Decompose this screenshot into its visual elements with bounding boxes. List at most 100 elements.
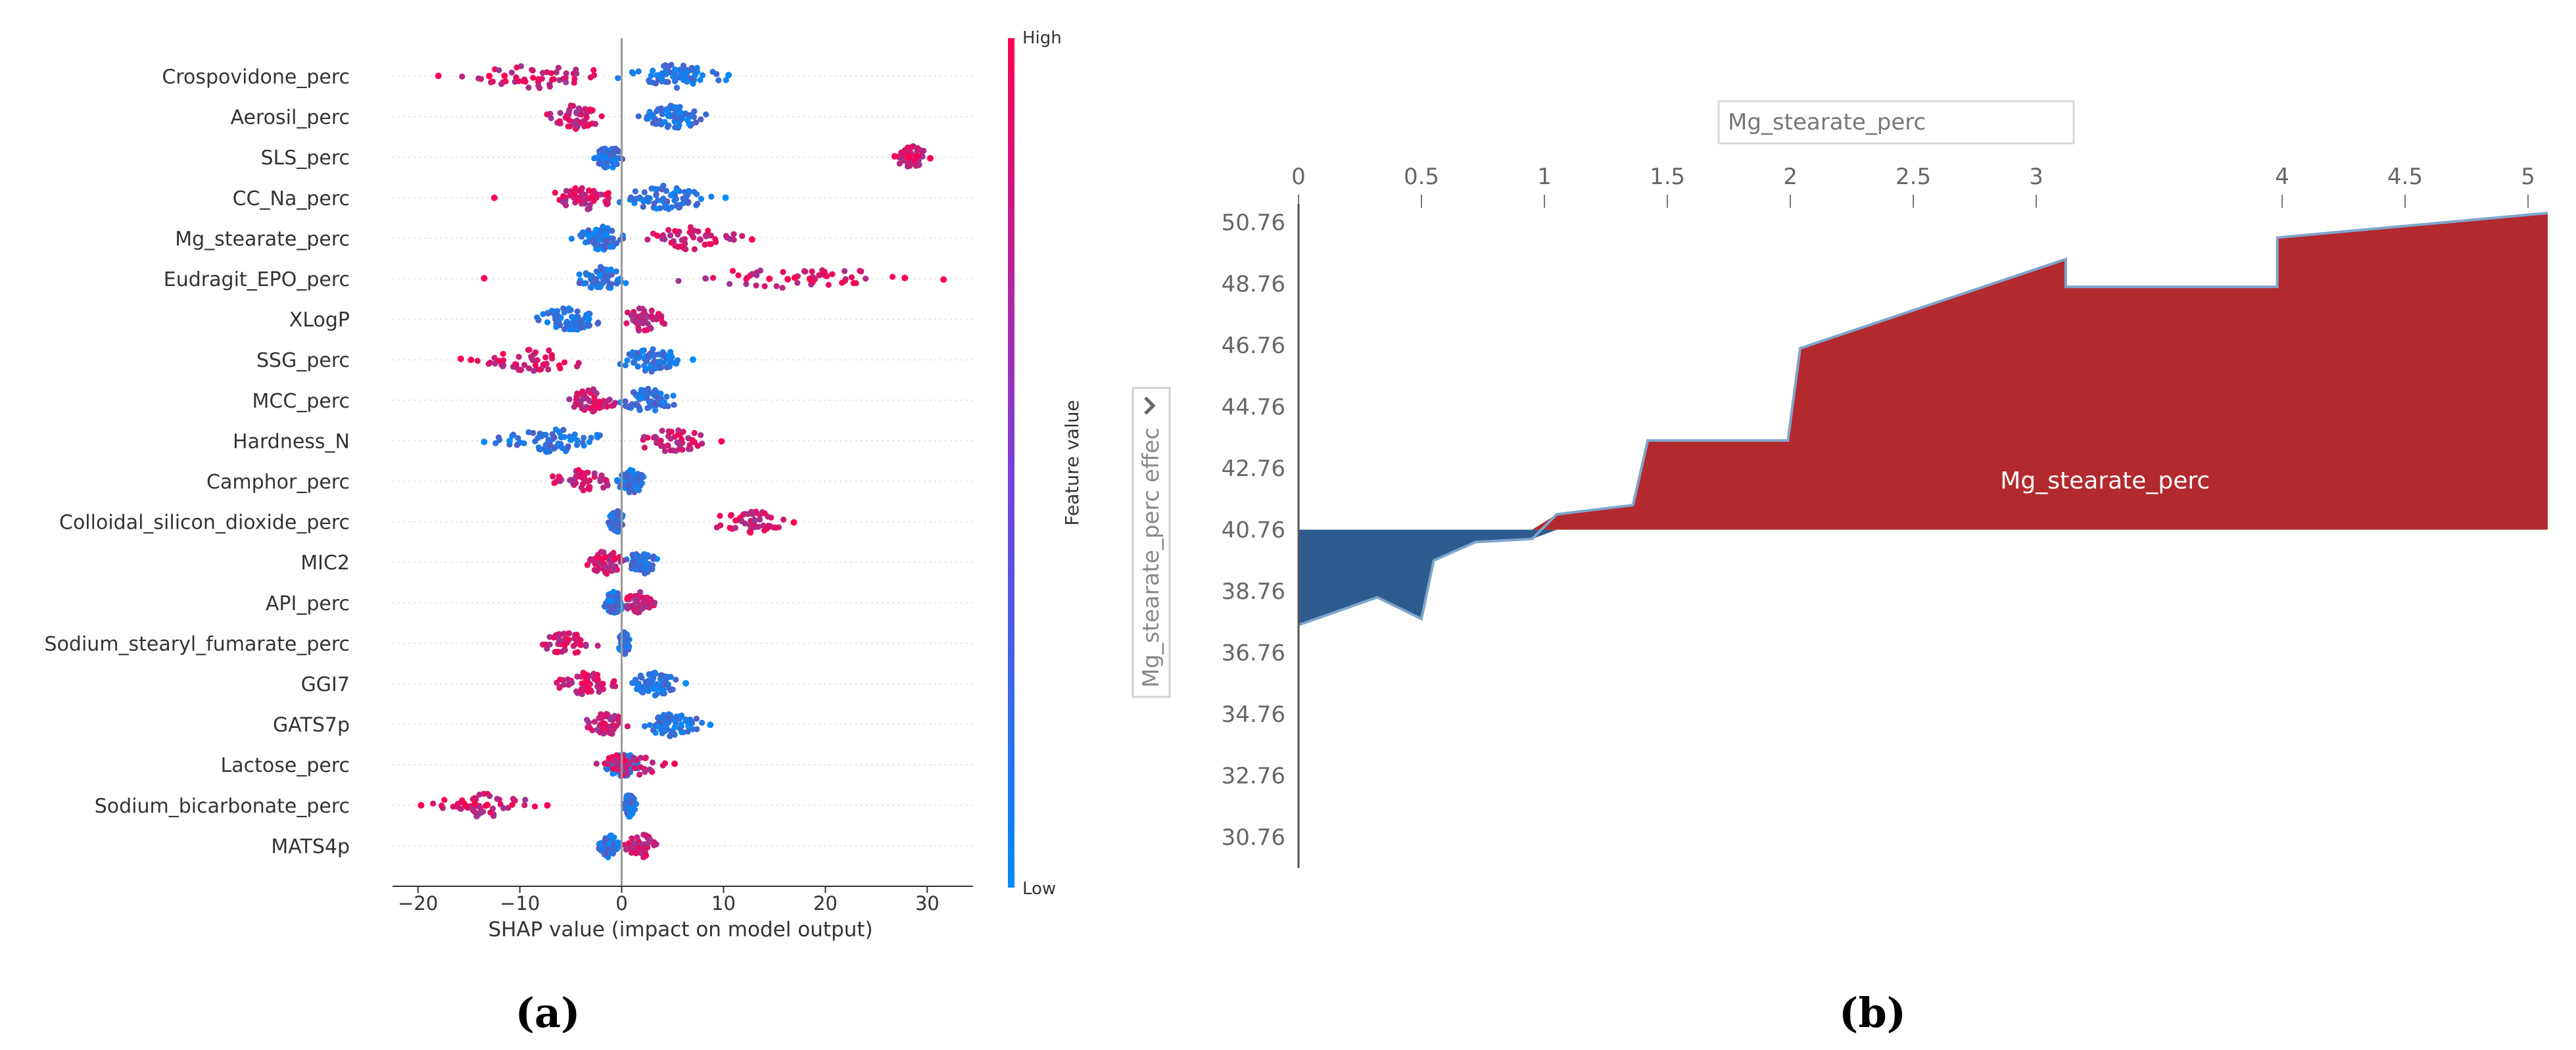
shap-point [624, 309, 631, 316]
shap-point [659, 73, 665, 80]
shap-point [561, 359, 568, 366]
shap-point [600, 145, 608, 152]
panel-label-b: (b) [1839, 989, 1906, 1037]
shap-point [625, 404, 632, 410]
shap-point [537, 446, 544, 453]
shap-point [631, 197, 638, 203]
shap-point [625, 605, 631, 612]
shap-point [634, 609, 641, 616]
shap-point [500, 805, 507, 811]
shap-point [648, 72, 654, 79]
shap-point [652, 80, 659, 87]
shap-point [622, 362, 629, 369]
shap-point [665, 720, 671, 727]
shap-point [691, 439, 698, 446]
shap-point [549, 76, 556, 83]
shap-point [565, 443, 571, 450]
shap-point [629, 847, 635, 853]
shap-point [650, 358, 657, 366]
shap-point [766, 275, 773, 282]
shap-point [641, 434, 648, 441]
shap-point [631, 765, 638, 771]
shap-point [585, 688, 592, 695]
shap-point [651, 389, 658, 395]
shap-point [576, 279, 583, 287]
feature-label: Eudragit_EPO_perc [164, 268, 350, 291]
shap-point [675, 231, 681, 238]
shap-point [848, 274, 855, 281]
shap-point [639, 606, 646, 612]
shap-point [590, 67, 597, 74]
chevron-right-icon[interactable] [1144, 396, 1156, 415]
shap-point [688, 75, 694, 82]
shap-point [603, 711, 609, 717]
shap-point [669, 686, 675, 693]
shap-point [614, 508, 621, 515]
shap-point [917, 147, 923, 153]
shap-point [679, 446, 686, 453]
shap-point [651, 400, 658, 407]
shap-point [642, 314, 649, 321]
shap-point [665, 79, 671, 85]
shap-point [900, 152, 907, 158]
shap-point [632, 801, 640, 807]
shap-point [671, 760, 679, 767]
shap-point [640, 203, 646, 210]
shap-point [632, 188, 639, 195]
shap-point [669, 354, 675, 360]
shap-point [613, 528, 619, 535]
shap-point [556, 118, 563, 124]
feature-label: GATS7p [273, 714, 350, 737]
shap-point [540, 311, 546, 318]
y-axis-title-box[interactable]: Mg_stearate_perc effec [1132, 387, 1171, 698]
shap-point [632, 317, 639, 323]
shap-point [583, 671, 589, 678]
shap-point [600, 153, 606, 160]
shap-point [566, 117, 573, 124]
shap-point [712, 236, 719, 243]
shap-point [594, 431, 600, 438]
shap-point [718, 438, 725, 445]
shap-point [555, 318, 561, 325]
shap-point [660, 687, 667, 694]
shap-point [665, 63, 672, 70]
shap-point [573, 109, 580, 116]
shap-point [682, 716, 689, 723]
shap-point [745, 511, 751, 517]
shap-point [698, 195, 705, 203]
shap-point [677, 109, 684, 116]
shap-point [567, 477, 575, 483]
shap-point [665, 227, 672, 233]
shap-point [702, 241, 708, 248]
shap-point [669, 204, 675, 210]
shap-point [459, 73, 465, 80]
shap-point [654, 691, 660, 698]
shap-point [727, 512, 734, 519]
shap-point [530, 357, 537, 364]
shap-point [591, 719, 598, 725]
x-tick-label: 0.5 [1404, 164, 1439, 190]
shap-point [535, 82, 542, 89]
shap-point [825, 281, 832, 288]
shap-point [747, 529, 754, 536]
shap-point [743, 281, 750, 287]
shap-point [661, 236, 668, 243]
shap-point [553, 69, 560, 76]
x-tick-label: 0 [1291, 164, 1306, 190]
shap-point [578, 324, 584, 331]
shap-point [638, 394, 646, 401]
shap-point [673, 187, 680, 194]
shap-point [780, 269, 786, 275]
shap-point [671, 402, 677, 408]
feature-selector[interactable] [1717, 100, 2075, 145]
feature-label: Colloidal_silicon_dioxide_perc [59, 512, 350, 535]
shap-point [609, 730, 615, 736]
shap-point [688, 231, 695, 238]
shap-point [513, 442, 520, 448]
colorbar-low-label: Low [1022, 879, 1056, 899]
shap-point [629, 800, 635, 807]
y-tick-label: 32.76 [1222, 763, 1285, 790]
shap-point [891, 153, 898, 160]
shap-point [671, 724, 678, 730]
shap-point [671, 197, 678, 204]
